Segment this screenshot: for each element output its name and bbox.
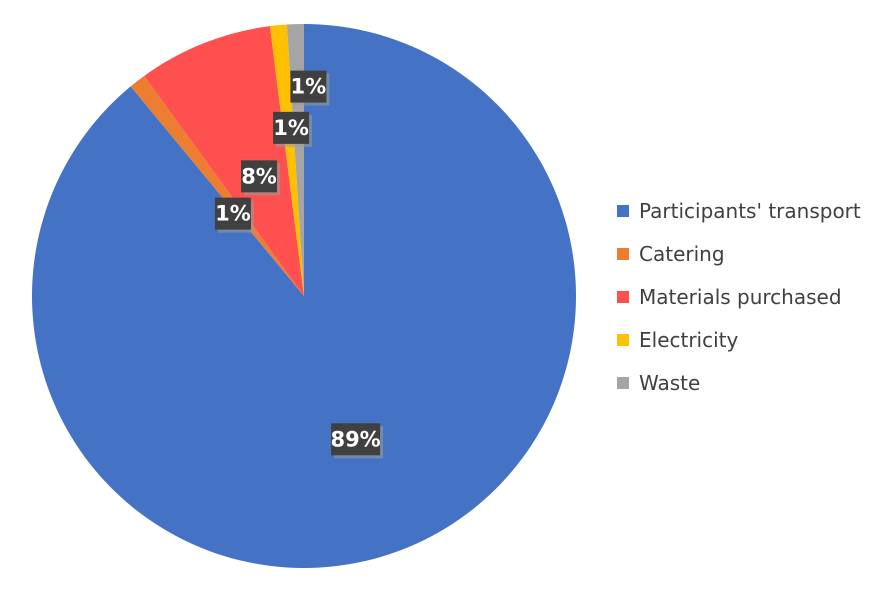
pie-slice-materials-purchased [144, 26, 304, 296]
pie-slice-electricity [269, 24, 304, 296]
data-label-box [273, 111, 310, 144]
data-labels: 89% 1% 8% 1% 1% [214, 70, 384, 459]
pie-slices [31, 24, 576, 568]
legend: Participants' transport Catering Materials… [617, 199, 861, 395]
legend-swatch [617, 205, 629, 217]
data-label-materials-purchased: 8% [241, 160, 281, 196]
data-label-waste: 1% [290, 70, 330, 106]
legend-entry-electricity: Electricity [617, 328, 739, 352]
data-label-text: 1% [291, 75, 327, 99]
pie-slice-catering [130, 75, 304, 296]
data-label-catering: 1% [214, 197, 254, 233]
legend-swatch [617, 334, 629, 346]
data-label-text: 89% [330, 427, 380, 451]
legend-label: Participants' transport [639, 199, 861, 223]
data-label-box [241, 160, 278, 193]
legend-label: Waste [639, 371, 700, 395]
data-label-text: 1% [273, 116, 309, 140]
legend-label: Catering [639, 242, 725, 266]
legend-entry-catering: Catering [617, 242, 725, 266]
data-label-box [214, 197, 251, 230]
data-label-text: 1% [215, 202, 251, 226]
legend-swatch [617, 248, 629, 260]
data-label-electricity: 1% [273, 111, 313, 147]
data-label-box [331, 423, 381, 456]
legend-label: Materials purchased [639, 285, 842, 309]
data-label-participants-transport: 89% [330, 423, 384, 459]
legend-entry-materials-purchased: Materials purchased [617, 285, 842, 309]
legend-label: Electricity [639, 328, 739, 352]
legend-swatch [617, 377, 629, 389]
legend-entry-waste: Waste [617, 371, 700, 395]
data-label-text: 8% [241, 164, 277, 188]
data-label-box [290, 70, 327, 103]
legend-entry-participants-transport: Participants' transport [617, 199, 861, 223]
legend-swatch [617, 291, 629, 303]
